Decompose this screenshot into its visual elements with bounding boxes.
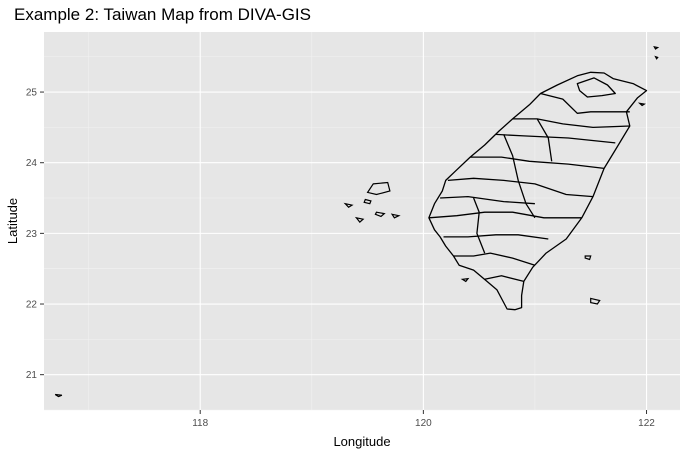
y-tick-label: 25 <box>26 88 38 99</box>
major-gridlines <box>44 32 680 410</box>
minor-gridlines <box>44 32 680 411</box>
island-outline <box>390 213 401 219</box>
county-boundary <box>443 234 549 240</box>
island-outline <box>460 277 470 283</box>
x-tick-label: 122 <box>638 418 655 429</box>
y-axis: 21 22 23 24 25 <box>26 88 44 381</box>
x-tick-label: 118 <box>192 418 208 429</box>
county-boundary <box>503 134 536 219</box>
x-axis: 118 120 122 <box>192 410 655 429</box>
map-layer <box>54 45 660 398</box>
island-outline <box>590 297 601 305</box>
island-outline <box>653 45 660 50</box>
island-outline <box>366 181 391 196</box>
county-boundary <box>484 275 524 283</box>
island-outline <box>654 55 659 60</box>
y-tick-label: 22 <box>26 300 38 311</box>
plot-title: Example 2: Taiwan Map from DIVA-GIS <box>14 5 311 24</box>
plot-panel <box>44 32 680 410</box>
county-boundary <box>470 156 605 170</box>
county-boundary <box>576 77 616 98</box>
county-boundary <box>512 118 630 129</box>
county-boundary <box>472 197 486 254</box>
y-tick-label: 24 <box>26 158 38 169</box>
x-axis-title: Longitude <box>333 434 390 449</box>
island-outline <box>363 198 372 205</box>
county-boundary <box>495 133 616 144</box>
island-outline <box>354 216 365 223</box>
island-outline <box>343 202 354 208</box>
island-outline <box>374 211 386 218</box>
y-tick-label: 21 <box>26 370 38 381</box>
island-outline <box>54 393 63 398</box>
island-outline <box>584 255 592 261</box>
y-tick-label: 23 <box>26 229 38 240</box>
county-boundary <box>536 118 553 162</box>
county-boundary <box>540 92 630 114</box>
county-boundary <box>453 252 536 266</box>
y-axis-title: Latitude <box>5 198 20 244</box>
island-outline <box>637 102 646 107</box>
x-tick-label: 120 <box>415 418 432 429</box>
county-boundary <box>440 195 535 205</box>
county-boundary <box>428 211 582 219</box>
